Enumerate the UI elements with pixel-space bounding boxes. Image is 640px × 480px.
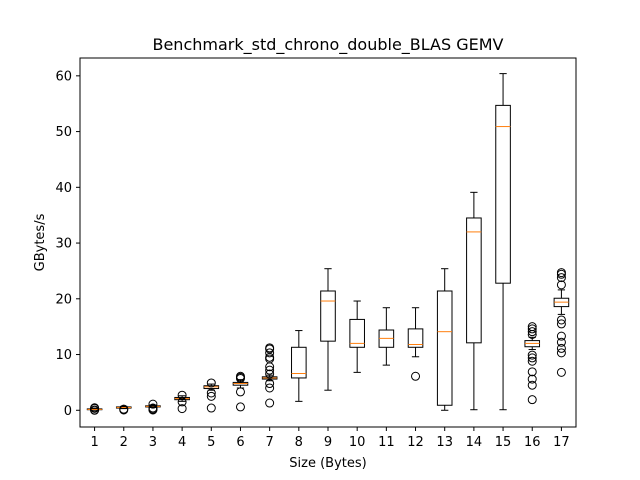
outlier-point [527, 350, 537, 360]
box-body [495, 104, 511, 284]
x-tick-label: 1 [90, 435, 98, 450]
box-group-2 [115, 404, 132, 415]
box-body [466, 217, 482, 344]
x-tick-label: 15 [495, 435, 512, 450]
x-tick-label: 2 [120, 435, 128, 450]
chart-title: Benchmark_std_chrono_double_BLAS GEMV [152, 35, 503, 55]
outlier-point [556, 268, 566, 278]
box-group-14 [466, 191, 482, 411]
x-tick-label: 7 [266, 435, 274, 450]
x-tick-label: 13 [436, 435, 453, 450]
box-group-1 [86, 403, 103, 415]
x-tick-label: 8 [295, 435, 303, 450]
plot-area [86, 73, 570, 415]
outlier-point [556, 367, 566, 377]
y-axis-ticks: 0 10 20 30 40 50 60 [55, 69, 80, 419]
outlier-point [411, 371, 421, 381]
outlier-point [556, 280, 566, 290]
outlier-point [265, 369, 275, 379]
box-group-10 [349, 300, 365, 373]
outlier-point [527, 322, 537, 332]
box-group-5 [203, 378, 220, 413]
box-body [349, 318, 365, 348]
box-group-17 [553, 268, 570, 377]
outlier-point [527, 327, 537, 337]
outlier-point [556, 273, 566, 283]
box-group-9 [320, 268, 336, 391]
x-tick-label: 5 [207, 435, 215, 450]
outlier-point [265, 343, 275, 353]
box-body [291, 346, 307, 379]
outlier-point [556, 315, 566, 325]
outlier-point [265, 348, 275, 358]
x-axis-ticks: 1 2 3 4 5 6 7 8 9 10 11 12 13 14 15 16 17 [90, 427, 570, 450]
box-group-13 [436, 268, 453, 411]
x-tick-label: 9 [324, 435, 332, 450]
outlier-point [177, 397, 187, 407]
box-group-4 [174, 390, 190, 414]
box-group-8 [291, 330, 307, 402]
outlier-point [265, 383, 275, 393]
outlier-point [527, 395, 537, 405]
y-tick-label: 60 [55, 69, 72, 84]
outlier-point [556, 319, 566, 329]
y-tick-label: 30 [55, 237, 72, 252]
outlier-point [265, 398, 275, 408]
y-axis-label: GBytes/s [33, 213, 48, 271]
box-group-15 [495, 73, 511, 411]
outlier-point [556, 348, 566, 358]
outlier-point [527, 374, 537, 384]
outlier-point [235, 402, 245, 412]
outlier-point [235, 371, 245, 381]
box-group-12 [407, 307, 424, 381]
x-tick-label: 4 [178, 435, 186, 450]
box-group-11 [378, 307, 395, 366]
box-group-7 [261, 343, 278, 408]
outlier-point [265, 365, 275, 375]
x-tick-label: 12 [407, 435, 424, 450]
box-group-3 [145, 399, 161, 415]
x-tick-label: 17 [553, 435, 570, 450]
y-tick-label: 10 [55, 348, 72, 363]
x-axis-label: Size (Bytes) [289, 456, 366, 471]
outlier-point [556, 343, 566, 353]
outlier-point [119, 404, 129, 414]
outlier-point [527, 353, 537, 363]
outlier-point [177, 404, 187, 414]
outlier-point [206, 388, 216, 398]
box-group-6 [232, 371, 249, 412]
x-tick-label: 3 [149, 435, 157, 450]
y-tick-label: 0 [64, 404, 72, 419]
y-tick-label: 20 [55, 292, 72, 307]
outlier-point [527, 356, 537, 366]
outlier-point [206, 391, 216, 401]
outlier-point [90, 403, 100, 413]
outlier-point [527, 367, 537, 377]
outlier-point [527, 380, 537, 390]
outlier-point [206, 378, 216, 388]
outlier-point [235, 387, 245, 397]
outlier-point [148, 399, 158, 409]
outlier-point [556, 337, 566, 347]
x-tick-label: 6 [236, 435, 244, 450]
outlier-point [148, 403, 158, 413]
y-tick-label: 50 [55, 125, 72, 140]
x-tick-label: 16 [524, 435, 541, 450]
box-group-16 [524, 322, 541, 405]
x-tick-label: 10 [349, 435, 366, 450]
outlier-point [265, 379, 275, 389]
y-tick-label: 40 [55, 181, 72, 196]
box-body [436, 290, 453, 406]
outlier-point [527, 324, 537, 334]
outlier-point [556, 331, 566, 341]
box-body [407, 328, 424, 348]
x-tick-label: 14 [466, 435, 483, 450]
outlier-point [177, 390, 187, 400]
box-body [320, 290, 336, 342]
x-tick-label: 11 [378, 435, 395, 450]
outlier-point [206, 403, 216, 413]
